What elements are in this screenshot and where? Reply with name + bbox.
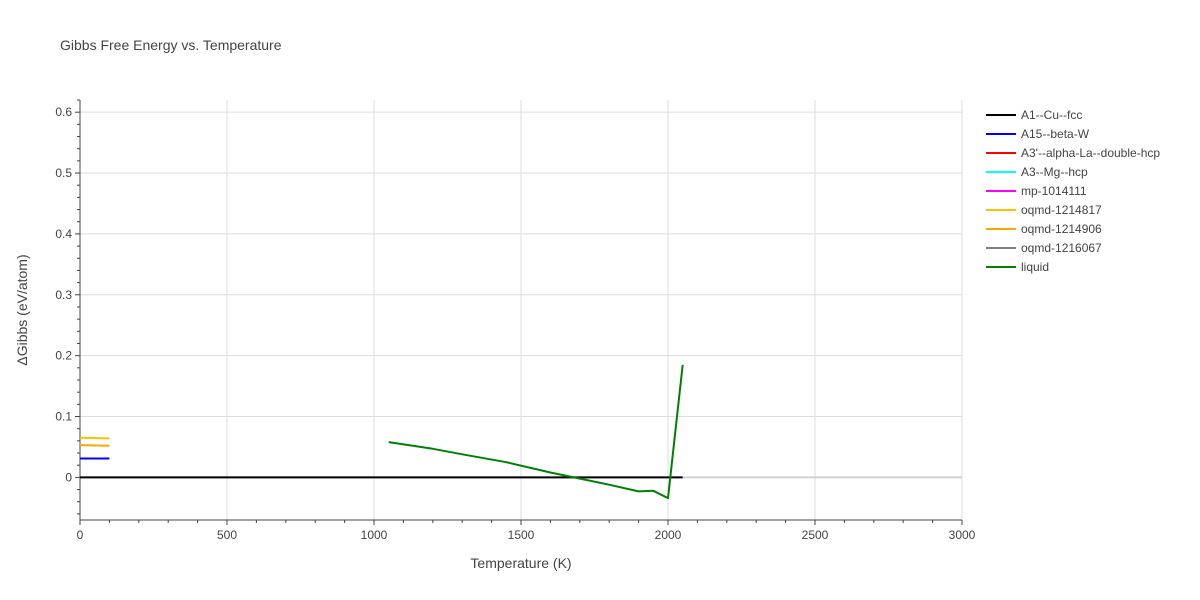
chart-title: Gibbs Free Energy vs. Temperature <box>60 37 282 53</box>
y-tick-label: 0.1 <box>55 410 72 424</box>
series-line-oqmd-1214906 <box>79 444 110 447</box>
legend-label-mp-1014111: mp-1014111 <box>1021 184 1087 198</box>
series-line-liquid <box>388 364 684 500</box>
y-tick-label: 0.5 <box>55 166 72 180</box>
y-axis-ticks: 0 0.1 0.2 0.3 0.4 0.5 0.6 <box>55 99 80 515</box>
series-lines <box>79 364 684 500</box>
legend-label-oqmd-1214906: oqmd-1214906 <box>1021 222 1102 236</box>
legend-label-a3-mg-hcp: A3--Mg--hcp <box>1021 165 1088 179</box>
legend-label-liquid: liquid <box>1021 260 1049 274</box>
x-tick-label: 1000 <box>361 528 388 542</box>
x-tick-label: 3000 <box>949 528 976 542</box>
legend-label-a1-cu-fcc: A1--Cu--fcc <box>1021 108 1082 122</box>
grid-lines <box>80 100 963 520</box>
legend-label-a15-beta-w: A15--beta-W <box>1021 127 1090 141</box>
y-tick-label: 0.3 <box>55 288 72 302</box>
legend-label-oqmd-1214817: oqmd-1214817 <box>1021 203 1102 217</box>
x-tick-label: 1500 <box>508 528 535 542</box>
legend: A1--Cu--fcc A15--beta-W A3'--alpha-La--dou… <box>986 108 1160 274</box>
y-tick-label: 0 <box>65 470 72 484</box>
y-axis-title: ΔGibbs (eV/atom) <box>14 254 30 365</box>
x-tick-label: 2000 <box>655 528 682 542</box>
x-tick-label: 2500 <box>802 528 829 542</box>
x-tick-label: 500 <box>217 528 237 542</box>
x-axis-title: Temperature (K) <box>470 555 571 571</box>
y-tick-label: 0.6 <box>55 105 72 119</box>
legend-label-a3-alpha-la-double-hcp: A3'--alpha-La--double-hcp <box>1021 146 1160 160</box>
y-tick-label: 0.2 <box>55 349 72 363</box>
series-line-oqmd-1214817 <box>79 436 110 440</box>
x-tick-label: 0 <box>77 528 84 542</box>
legend-label-oqmd-1216067: oqmd-1216067 <box>1021 241 1102 255</box>
x-axis-ticks: 0 500 1000 1500 2000 2500 3000 <box>77 520 976 542</box>
y-tick-label: 0.4 <box>55 227 72 241</box>
